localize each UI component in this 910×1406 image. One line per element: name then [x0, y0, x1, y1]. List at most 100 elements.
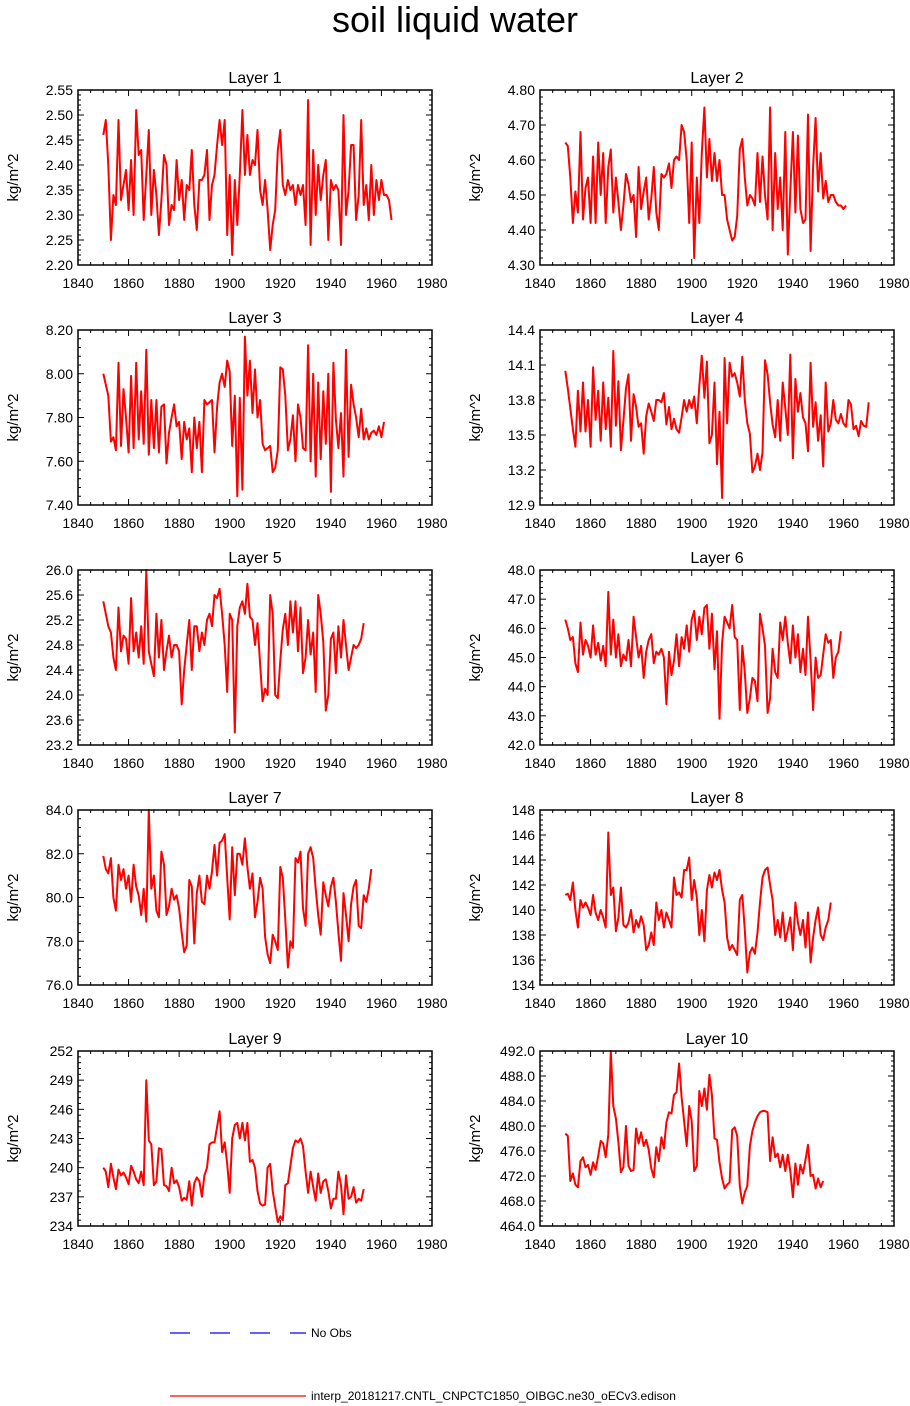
x-tick-label: 1900 [214, 755, 245, 771]
x-tick-label: 1840 [524, 515, 555, 531]
x-tick-label: 1920 [727, 755, 758, 771]
x-tick-label: 1880 [164, 1236, 195, 1252]
y-tick-label: 484.0 [500, 1093, 535, 1109]
y-axis-label: kg/m^2 [5, 634, 22, 682]
x-tick-label: 1900 [676, 1236, 707, 1252]
legend-label-no-obs: No Obs [311, 1326, 352, 1340]
x-tick-label: 1920 [265, 995, 296, 1011]
y-tick-label: 45.0 [508, 650, 535, 666]
x-tick-label: 1940 [315, 515, 346, 531]
x-tick-label: 1940 [777, 515, 808, 531]
x-tick-label: 1960 [366, 275, 397, 291]
panel-layer-4: Layer 4 kg/m^2 1840 1860 1880 1900 1920 1940 196… [467, 310, 910, 531]
x-tick-label: 1880 [164, 515, 195, 531]
x-tick-label: 1880 [164, 755, 195, 771]
x-tick-label: 1920 [265, 515, 296, 531]
x-tick-label: 1940 [777, 995, 808, 1011]
panel-title: Layer 1 [228, 70, 281, 87]
series-line-1 [102, 809, 373, 969]
x-tick-label: 1960 [828, 1236, 859, 1252]
x-tick-label: 1900 [676, 515, 707, 531]
x-tick-label: 1920 [265, 755, 296, 771]
y-axis-label: kg/m^2 [467, 394, 484, 442]
x-tick-label: 1880 [164, 995, 195, 1011]
y-tick-label: 240 [50, 1160, 74, 1176]
chart-legend: No Obs interp_20181217.CNTL_CNPCTC1850_O… [170, 1326, 676, 1403]
y-tick-label: 4.40 [508, 222, 535, 238]
y-tick-label: 4.70 [508, 117, 535, 133]
y-tick-label: 4.60 [508, 152, 535, 168]
y-tick-label: 25.2 [46, 612, 73, 628]
chart-panels: Layer 1 kg/m^2 1840 1860 1880 1900 1920 1940 196… [5, 70, 910, 1252]
x-tick-label: 1980 [416, 1236, 447, 1252]
y-tick-label: 7.40 [46, 497, 73, 513]
plot-frame [539, 89, 895, 266]
chart-main-title: soil liquid water [331, 0, 579, 40]
x-tick-label: 1860 [113, 995, 144, 1011]
x-tick-label: 1860 [575, 275, 606, 291]
panel-layer-1: Layer 1 kg/m^2 1840 1860 1880 1900 1920 1940 196… [5, 70, 448, 291]
y-tick-label: 492.0 [500, 1043, 535, 1059]
x-tick-label: 1960 [828, 515, 859, 531]
y-tick-label: 468.0 [500, 1193, 535, 1209]
y-tick-label: 7.60 [46, 453, 73, 469]
panel-layer-5: Layer 5 kg/m^2 1840 1860 1880 1900 1920 1940 196… [5, 550, 448, 771]
x-tick-label: 1900 [676, 275, 707, 291]
y-tick-label: 2.30 [46, 207, 73, 223]
y-axis-label: kg/m^2 [467, 154, 484, 202]
y-axis-label: kg/m^2 [5, 1115, 22, 1163]
y-axis-label: kg/m^2 [5, 154, 22, 202]
x-tick-label: 1900 [214, 275, 245, 291]
x-tick-label: 1880 [164, 275, 195, 291]
y-tick-label: 13.2 [508, 462, 535, 478]
y-tick-label: 13.5 [508, 427, 535, 443]
series-line-1 [102, 99, 393, 256]
y-tick-label: 44.0 [508, 679, 535, 695]
y-tick-label: 48.0 [508, 562, 535, 578]
panel-layer-3: Layer 3 kg/m^2 1840 1860 1880 1900 1920 1940 196… [5, 310, 448, 531]
panel-title: Layer 9 [228, 1031, 281, 1048]
y-tick-label: 14.1 [508, 357, 535, 373]
x-tick-label: 1840 [62, 515, 93, 531]
y-tick-label: 138 [512, 927, 536, 943]
y-tick-label: 43.0 [508, 708, 535, 724]
x-tick-label: 1980 [878, 515, 909, 531]
panel-title: Layer 10 [686, 1031, 748, 1048]
x-tick-label: 1940 [777, 1236, 808, 1252]
x-tick-label: 1940 [315, 755, 346, 771]
x-tick-label: 1900 [214, 515, 245, 531]
x-tick-label: 1920 [265, 1236, 296, 1252]
x-tick-label: 1880 [626, 1236, 657, 1252]
panel-title: Layer 2 [690, 70, 743, 87]
y-tick-label: 480.0 [500, 1118, 535, 1134]
y-tick-label: 4.80 [508, 82, 535, 98]
y-axis-label: kg/m^2 [467, 874, 484, 922]
panel-title: Layer 6 [690, 550, 743, 567]
legend-entry-no-obs: No Obs [170, 1326, 352, 1340]
y-tick-label: 146 [512, 827, 536, 843]
y-tick-label: 14.4 [508, 322, 535, 338]
x-tick-label: 1980 [878, 755, 909, 771]
y-tick-label: 136 [512, 952, 536, 968]
x-tick-label: 1940 [777, 275, 808, 291]
y-tick-label: 472.0 [500, 1168, 535, 1184]
y-tick-label: 46.0 [508, 620, 535, 636]
y-tick-label: 234 [50, 1218, 74, 1234]
series-line-1 [564, 1050, 825, 1205]
y-tick-label: 8.00 [46, 366, 73, 382]
panel-title: Layer 3 [228, 310, 281, 327]
y-tick-label: 8.20 [46, 322, 73, 338]
series-line-1 [102, 1079, 365, 1224]
x-tick-label: 1840 [524, 1236, 555, 1252]
y-tick-label: 488.0 [500, 1068, 535, 1084]
y-tick-label: 80.0 [46, 890, 73, 906]
y-tick-label: 134 [512, 977, 536, 993]
panel-layer-2: Layer 2 kg/m^2 1840 1860 1880 1900 1920 1940 196… [467, 70, 910, 291]
y-tick-label: 12.9 [508, 497, 535, 513]
x-tick-label: 1900 [214, 995, 245, 1011]
plot-frame [539, 1050, 895, 1227]
y-axis-label: kg/m^2 [467, 634, 484, 682]
panel-layer-8: Layer 8 kg/m^2 1840 1860 1880 1900 1920 1940 196… [467, 790, 910, 1011]
y-tick-label: 2.35 [46, 182, 73, 198]
x-tick-label: 1980 [416, 755, 447, 771]
